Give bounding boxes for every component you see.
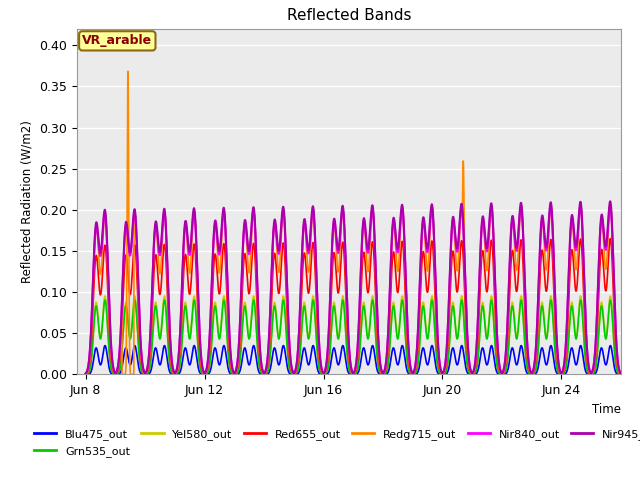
- Redg715_out: [82, 371, 90, 377]
- Grn535_out: [548, 300, 556, 306]
- Red655_out: [607, 236, 614, 241]
- Nir945_out: [134, 259, 141, 264]
- Red655_out: [276, 285, 284, 291]
- Nir945_out: [370, 218, 378, 224]
- Blu475_out: [276, 360, 284, 366]
- Grn535_out: [200, 372, 208, 377]
- Nir840_out: [370, 222, 378, 228]
- Nir945_out: [617, 370, 625, 376]
- Grn535_out: [276, 331, 284, 336]
- Blu475_out: [82, 372, 90, 377]
- Blu475_out: [166, 369, 173, 375]
- Nir945_out: [82, 371, 90, 376]
- Nir840_out: [617, 370, 625, 376]
- Nir840_out: [276, 246, 284, 252]
- Red655_out: [82, 371, 90, 377]
- Red655_out: [200, 371, 208, 377]
- Grn535_out: [166, 362, 174, 368]
- Redg715_out: [134, 280, 142, 286]
- Yel580_out: [134, 329, 141, 335]
- Red655_out: [166, 344, 173, 350]
- Line: Grn535_out: Grn535_out: [86, 300, 621, 374]
- Yel580_out: [166, 362, 174, 368]
- Blu475_out: [617, 372, 625, 377]
- Blu475_out: [548, 344, 556, 350]
- Line: Blu475_out: Blu475_out: [86, 346, 621, 374]
- Nir840_out: [166, 328, 173, 334]
- Yel580_out: [276, 328, 284, 334]
- Redg715_out: [371, 232, 378, 238]
- Red655_out: [548, 239, 556, 245]
- Nir840_out: [82, 371, 90, 376]
- Text: VR_arable: VR_arable: [82, 35, 152, 48]
- Blu475_out: [134, 357, 141, 362]
- Nir840_out: [134, 262, 141, 267]
- Grn535_out: [617, 372, 625, 377]
- Yel580_out: [82, 372, 90, 377]
- Line: Nir840_out: Nir840_out: [86, 206, 621, 373]
- Nir945_out: [548, 203, 556, 209]
- Redg715_out: [130, 372, 138, 377]
- Redg715_out: [617, 371, 625, 377]
- Nir945_out: [200, 370, 208, 376]
- Line: Redg715_out: Redg715_out: [86, 72, 621, 374]
- Yel580_out: [371, 305, 378, 311]
- Grn535_out: [134, 332, 141, 337]
- Nir840_out: [548, 207, 556, 213]
- Y-axis label: Reflected Radiation (W/m2): Reflected Radiation (W/m2): [20, 120, 33, 283]
- Nir945_out: [276, 242, 284, 248]
- Grn535_out: [371, 309, 378, 314]
- Yel580_out: [200, 372, 208, 377]
- Red655_out: [617, 371, 625, 377]
- Line: Yel580_out: Yel580_out: [86, 296, 621, 374]
- Nir945_out: [606, 199, 614, 204]
- Line: Red655_out: Red655_out: [86, 239, 621, 374]
- Redg715_out: [166, 345, 174, 351]
- Grn535_out: [82, 372, 90, 377]
- Redg715_out: [548, 211, 556, 216]
- Grn535_out: [101, 297, 109, 303]
- Yel580_out: [548, 296, 556, 301]
- Line: Nir945_out: Nir945_out: [86, 202, 621, 373]
- Nir945_out: [166, 327, 173, 333]
- Nir840_out: [606, 203, 614, 209]
- Yel580_out: [617, 372, 625, 377]
- X-axis label: Time: Time: [592, 403, 621, 416]
- Redg715_out: [124, 69, 132, 74]
- Legend: Blu475_out, Grn535_out, Yel580_out, Red655_out, Redg715_out, Nir840_out, Nir945_: Blu475_out, Grn535_out, Yel580_out, Red6…: [29, 425, 640, 461]
- Yel580_out: [101, 293, 109, 299]
- Blu475_out: [371, 348, 378, 354]
- Blu475_out: [339, 343, 347, 348]
- Nir840_out: [200, 370, 208, 376]
- Red655_out: [134, 288, 141, 294]
- Red655_out: [370, 252, 378, 258]
- Title: Reflected Bands: Reflected Bands: [287, 9, 411, 24]
- Redg715_out: [276, 256, 284, 262]
- Blu475_out: [200, 372, 208, 377]
- Redg715_out: [201, 371, 209, 377]
